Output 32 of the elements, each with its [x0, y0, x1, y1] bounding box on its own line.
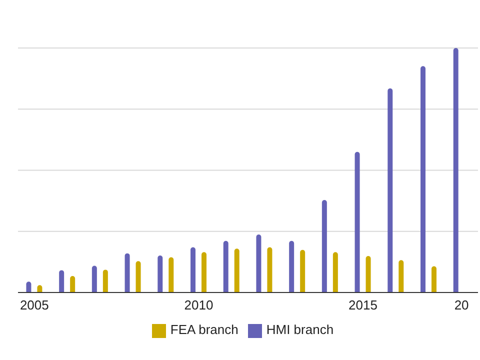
bar: [289, 240, 294, 292]
x-tick-label: 2005: [20, 298, 49, 313]
bar: [300, 250, 306, 292]
bar: [256, 234, 262, 292]
bar: [432, 266, 436, 292]
bar: [92, 266, 97, 292]
x-tick-label: 20: [454, 298, 469, 313]
bar: [26, 282, 32, 292]
bar: [70, 276, 76, 292]
bar: [366, 256, 371, 292]
bar: [332, 252, 338, 292]
legend-label: HMI branch: [266, 322, 334, 338]
bar: [168, 257, 174, 292]
x-tick-label: 2010: [184, 298, 214, 313]
bar: [102, 270, 108, 292]
bar: [136, 261, 141, 292]
bar: [190, 247, 196, 292]
bar: [59, 270, 64, 292]
bar: [388, 88, 393, 292]
bar: [223, 240, 228, 292]
x-tick-label: 2015: [348, 298, 378, 313]
bar: [234, 248, 240, 292]
bar: [398, 260, 404, 292]
bar: [420, 66, 426, 292]
bar: [453, 48, 458, 292]
bar: [124, 253, 130, 292]
bar: [158, 256, 163, 292]
bar: [267, 247, 272, 292]
bar: [322, 200, 327, 292]
bar: [202, 252, 206, 292]
bar: [354, 152, 360, 292]
legend-label: FEA branch: [170, 322, 238, 338]
